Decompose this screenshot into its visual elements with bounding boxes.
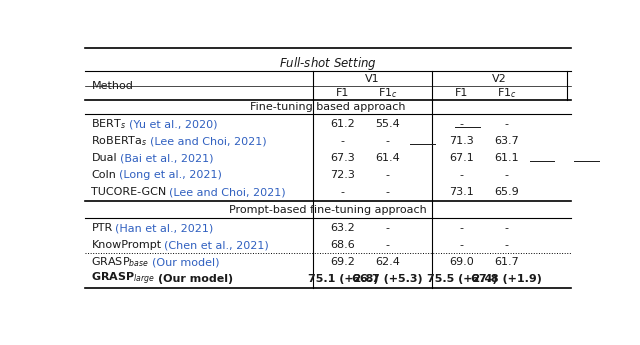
Text: Dual: Dual [92, 153, 117, 163]
Text: 71.3: 71.3 [449, 136, 474, 146]
Text: 67.8 (+1.9): 67.8 (+1.9) [471, 274, 542, 284]
Text: $\mathrm{GRASP}_{\mathit{base}}$: $\mathrm{GRASP}_{\mathit{base}}$ [92, 255, 149, 269]
Text: (Lee and Choi, 2021): (Lee and Choi, 2021) [169, 187, 286, 197]
Text: (Bai et al., 2021): (Bai et al., 2021) [120, 153, 213, 163]
Text: 63.7: 63.7 [494, 136, 519, 146]
Text: PTR: PTR [92, 223, 113, 233]
Text: 67.1: 67.1 [449, 153, 474, 163]
Text: 67.3: 67.3 [330, 153, 355, 163]
Text: 55.4: 55.4 [375, 119, 400, 129]
Text: 63.2: 63.2 [330, 223, 355, 233]
Text: Method: Method [92, 81, 133, 91]
Text: F1$_c$: F1$_c$ [497, 86, 516, 100]
Text: (Long et al., 2021): (Long et al., 2021) [119, 170, 221, 180]
Text: (Yu et al., 2020): (Yu et al., 2020) [129, 119, 218, 129]
Text: (Our model): (Our model) [158, 274, 233, 284]
Text: -: - [504, 170, 509, 180]
Text: F1: F1 [455, 88, 468, 98]
Text: -: - [504, 119, 509, 129]
Text: (Our model): (Our model) [152, 257, 220, 267]
Text: -: - [504, 223, 509, 233]
Text: 72.3: 72.3 [330, 170, 355, 180]
Text: (Han et al., 2021): (Han et al., 2021) [115, 223, 213, 233]
Text: 62.4: 62.4 [375, 257, 400, 267]
Text: 69.2: 69.2 [330, 257, 355, 267]
Text: 61.2: 61.2 [330, 119, 355, 129]
Text: -: - [460, 170, 464, 180]
Text: 75.5 (+2.4): 75.5 (+2.4) [427, 274, 497, 284]
Text: Fine-tuning based approach: Fine-tuning based approach [250, 102, 406, 112]
Text: $\it{Full}$-$\it{shot}\ \it{Setting}$: $\it{Full}$-$\it{shot}\ \it{Setting}$ [279, 55, 377, 72]
Text: $\mathrm{BERT}_{s}$: $\mathrm{BERT}_{s}$ [92, 117, 127, 131]
Text: 65.9: 65.9 [494, 187, 519, 197]
Text: $\mathbf{GRASP}_{{\mathit{large}}}$: $\mathbf{GRASP}_{{\mathit{large}}}$ [92, 271, 156, 287]
Text: V2: V2 [492, 74, 507, 84]
Text: 66.7 (+5.3): 66.7 (+5.3) [352, 274, 423, 284]
Text: -: - [460, 240, 464, 250]
Text: -: - [385, 223, 390, 233]
Text: -: - [460, 119, 464, 129]
Text: KnowPrompt: KnowPrompt [92, 240, 161, 250]
Text: -: - [341, 136, 345, 146]
Text: -: - [504, 240, 509, 250]
Text: 69.0: 69.0 [449, 257, 474, 267]
Text: Prompt-based fine-tuning approach: Prompt-based fine-tuning approach [229, 205, 427, 215]
Text: 75.1 (+2.8): 75.1 (+2.8) [308, 274, 378, 284]
Text: -: - [460, 223, 464, 233]
Text: 68.6: 68.6 [330, 240, 355, 250]
Text: -: - [385, 240, 390, 250]
Text: $\mathrm{RoBERTa}_{s}$: $\mathrm{RoBERTa}_{s}$ [92, 135, 148, 148]
Text: (Chen et al., 2021): (Chen et al., 2021) [164, 240, 269, 250]
Text: -: - [385, 170, 390, 180]
Text: 61.1: 61.1 [494, 153, 519, 163]
Text: F1$_c$: F1$_c$ [378, 86, 397, 100]
Text: CoIn: CoIn [92, 170, 116, 180]
Text: -: - [341, 187, 345, 197]
Text: F1: F1 [336, 88, 349, 98]
Text: -: - [385, 187, 390, 197]
Text: 61.4: 61.4 [375, 153, 400, 163]
Text: (Lee and Choi, 2021): (Lee and Choi, 2021) [150, 136, 267, 146]
Text: V1: V1 [365, 74, 380, 84]
Text: -: - [385, 136, 390, 146]
Text: TUCORE-GCN: TUCORE-GCN [92, 187, 166, 197]
Text: 73.1: 73.1 [449, 187, 474, 197]
Text: 61.7: 61.7 [494, 257, 519, 267]
